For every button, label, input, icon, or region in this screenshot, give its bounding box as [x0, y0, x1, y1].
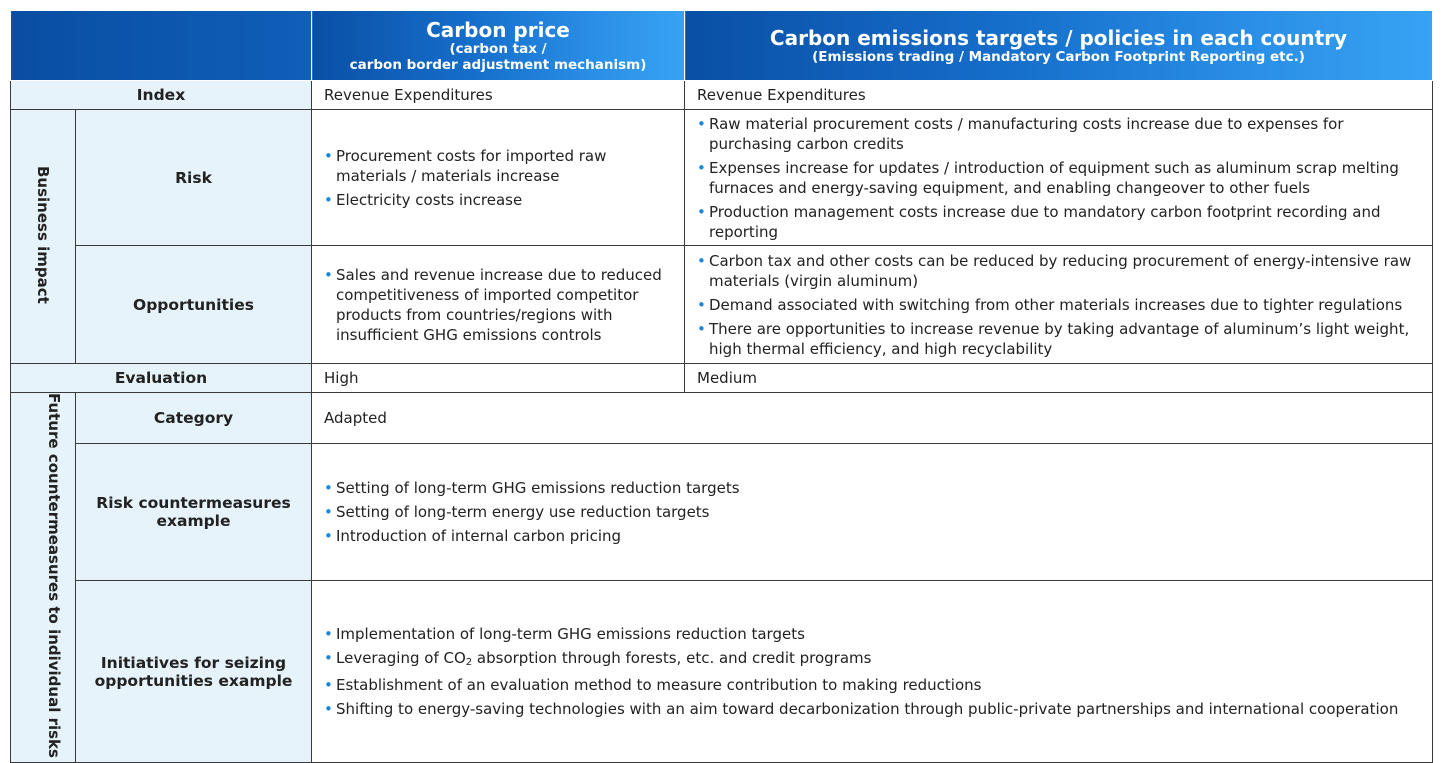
risk-col1-cell: • Procurement costs for imported raw mate… — [311, 109, 685, 246]
future-countermeasures-text: Future countermeasures to individual ris… — [45, 393, 63, 758]
risk-countermeasures-row: Risk countermeasures example • Setting of… — [11, 443, 1433, 582]
list-item: • Implementation of long-term GHG emissio… — [324, 625, 805, 644]
index-row: Index Revenue Expenditures Revenue Expen… — [10, 80, 1433, 110]
business-impact-label: Business impact — [10, 109, 76, 364]
risk-col1-list: • Procurement costs for imported raw mate… — [312, 143, 684, 213]
initiatives-label: Initiatives for seizing opportunities ex… — [75, 580, 312, 763]
list-item: • Raw material procurement costs / manufa… — [697, 114, 1344, 153]
opportunities-row: Opportunities • Sales and revenue increas… — [11, 245, 1433, 364]
risk-countermeasures-label: Risk countermeasures example — [75, 443, 312, 582]
risk-row: Business impact Risk • Procurement costs … — [10, 109, 1433, 364]
header-carbon-price: Carbon price (carbon tax / carbon border… — [311, 10, 685, 81]
climate-risk-table: Carbon price (carbon tax / carbon border… — [10, 10, 1433, 763]
initiatives-list: • Implementation of long-term GHG emissio… — [312, 621, 1432, 722]
future-countermeasures-label: Future countermeasures to individual ris… — [10, 392, 76, 763]
risk-countermeasures-list: • Setting of long-term GHG emissions redu… — [312, 475, 1432, 549]
list-item: • Electricity costs increase — [324, 190, 523, 209]
list-item: • Setting of long-term energy use reducti… — [324, 503, 710, 522]
list-item: • Introduction of internal carbon pricing — [324, 527, 622, 546]
opportunities-col2-list: • Carbon tax and other costs can be reduc… — [685, 248, 1432, 362]
risk-col2-cell: • Raw material procurement costs / manufa… — [684, 109, 1433, 246]
header-emissions-targets: Carbon emissions targets / policies in e… — [684, 10, 1433, 81]
carbon-price-subtitle-2: carbon border adjustment mechanism) — [349, 56, 647, 73]
opportunities-col1-cell: • Sales and revenue increase due to reduc… — [311, 245, 685, 364]
initiatives-cell: • Implementation of long-term GHG emissio… — [311, 580, 1433, 763]
list-item: • Demand associated with switching from o… — [697, 295, 1403, 314]
emissions-targets-subtitle: (Emissions trading / Mandatory Carbon Fo… — [812, 48, 1305, 65]
evaluation-row: Evaluation High Medium — [10, 363, 1433, 393]
initiatives-row: Initiatives for seizing opportunities ex… — [11, 580, 1433, 763]
risk-col2-list: • Raw material procurement costs / manufa… — [685, 111, 1432, 245]
list-item: • Procurement costs for imported raw mate… — [324, 146, 607, 185]
index-col1-value: Revenue Expenditures — [311, 80, 685, 110]
business-impact-text: Business impact — [34, 165, 52, 304]
evaluation-col1-value: High — [311, 363, 685, 393]
evaluation-col2-value: Medium — [684, 363, 1433, 393]
risk-label: Risk — [75, 109, 312, 246]
carbon-price-subtitle-1: (carbon tax / — [449, 40, 547, 57]
list-item: • Sales and revenue increase due to reduc… — [324, 265, 662, 344]
list-item: • Shifting to energy-saving technologies … — [324, 700, 1399, 719]
list-item: • Leveraging of CO2 absorption through fo… — [324, 649, 872, 669]
category-value: Adapted — [311, 391, 1433, 445]
emissions-targets-title: Carbon emissions targets / policies in e… — [769, 25, 1348, 50]
header-row: Carbon price (carbon tax / carbon border… — [10, 10, 1433, 81]
list-item: • Establishment of an evaluation method t… — [324, 676, 982, 695]
list-item: • Expenses increase for updates / introdu… — [697, 158, 1399, 197]
list-item: • Setting of long-term GHG emissions redu… — [324, 479, 740, 498]
category-row: Future countermeasures to individual ris… — [10, 391, 1433, 763]
opportunities-label: Opportunities — [75, 245, 312, 364]
risk-countermeasures-cell: • Setting of long-term GHG emissions redu… — [311, 443, 1433, 582]
list-item: • Carbon tax and other costs can be reduc… — [697, 251, 1412, 290]
list-item: • Production management costs increase du… — [697, 202, 1381, 241]
opportunities-col1-list: • Sales and revenue increase due to reduc… — [312, 262, 684, 348]
category-label: Category — [75, 391, 312, 445]
header-corner-cell — [10, 10, 312, 81]
carbon-price-title: Carbon price — [426, 17, 570, 42]
opportunities-col2-cell: • Carbon tax and other costs can be reduc… — [684, 245, 1433, 364]
index-col2-value: Revenue Expenditures — [684, 80, 1433, 110]
index-label: Index — [10, 80, 312, 110]
co2-subscript: 2 — [465, 657, 473, 669]
evaluation-label: Evaluation — [10, 363, 312, 393]
list-item: • There are opportunities to increase rev… — [697, 319, 1410, 358]
